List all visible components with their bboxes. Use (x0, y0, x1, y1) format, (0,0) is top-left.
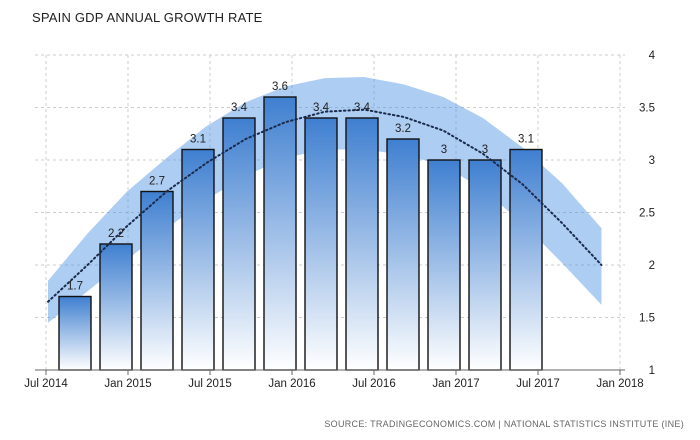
trend-line (47, 108, 603, 303)
bars (58, 96, 543, 371)
bar (427, 159, 461, 371)
forecast-band (48, 77, 602, 323)
data-label: 2.2 (108, 228, 124, 240)
y-tick-label: 2 (649, 260, 655, 272)
y-tick-label: 1.5 (639, 313, 655, 325)
data-label: 3.6 (272, 81, 288, 93)
y-tick-label: 4 (649, 50, 656, 62)
bar (181, 148, 215, 371)
y-tick-label: 3.5 (639, 103, 655, 115)
data-label: 3 (482, 144, 488, 156)
bar (345, 117, 379, 371)
x-tick-label: Jan 2017 (432, 378, 479, 390)
bar (509, 148, 543, 371)
y-tick-label: 2.5 (639, 208, 655, 220)
x-tick-label: Jan 2016 (268, 378, 315, 390)
data-label: 3.1 (190, 134, 206, 146)
y-tick-label: 1 (649, 365, 655, 377)
data-label: 3.4 (354, 102, 371, 114)
data-label: 1.7 (67, 281, 83, 293)
bar (58, 295, 92, 371)
trend-dotted-line (47, 108, 603, 303)
data-label: 3.1 (518, 134, 534, 146)
x-tick-label: Jul 2015 (188, 378, 231, 390)
bar (304, 117, 338, 371)
data-label: 3 (441, 144, 447, 156)
y-tick-label: 3 (649, 155, 655, 167)
x-axis: Jul 2014 Jan 2015 Jul 2015 Jan 2016 Jul 2016… (24, 369, 644, 390)
y-axis: 1 1.5 2 2.5 3 3.5 4 (639, 50, 656, 377)
x-tick-label: Jan 2015 (104, 378, 151, 390)
data-label: 3.4 (313, 102, 330, 114)
data-label: 2.7 (149, 176, 165, 188)
bar (99, 243, 133, 371)
x-tick-label: Jan 2018 (596, 378, 643, 390)
x-tick-label: Jul 2014 (24, 378, 68, 390)
bar (140, 190, 174, 371)
x-tick-label: Jul 2016 (352, 378, 395, 390)
data-label: 3.2 (395, 123, 411, 135)
bar (222, 117, 256, 371)
forecast-band-area (48, 77, 602, 323)
chart-source: SOURCE: TRADINGECONOMICS.COM | NATIONAL … (324, 419, 684, 429)
data-labels: 1.7 2.2 2.7 3.1 3.4 3.6 3.4 3.4 3.2 3 3 3.1 (67, 81, 534, 293)
chart-title: SPAIN GDP ANNUAL GROWTH RATE (32, 10, 263, 25)
x-tick-label: Jul 2017 (516, 378, 559, 390)
bar (386, 138, 420, 371)
data-label: 3.4 (231, 102, 248, 114)
bar (263, 96, 297, 371)
bar (468, 159, 502, 371)
